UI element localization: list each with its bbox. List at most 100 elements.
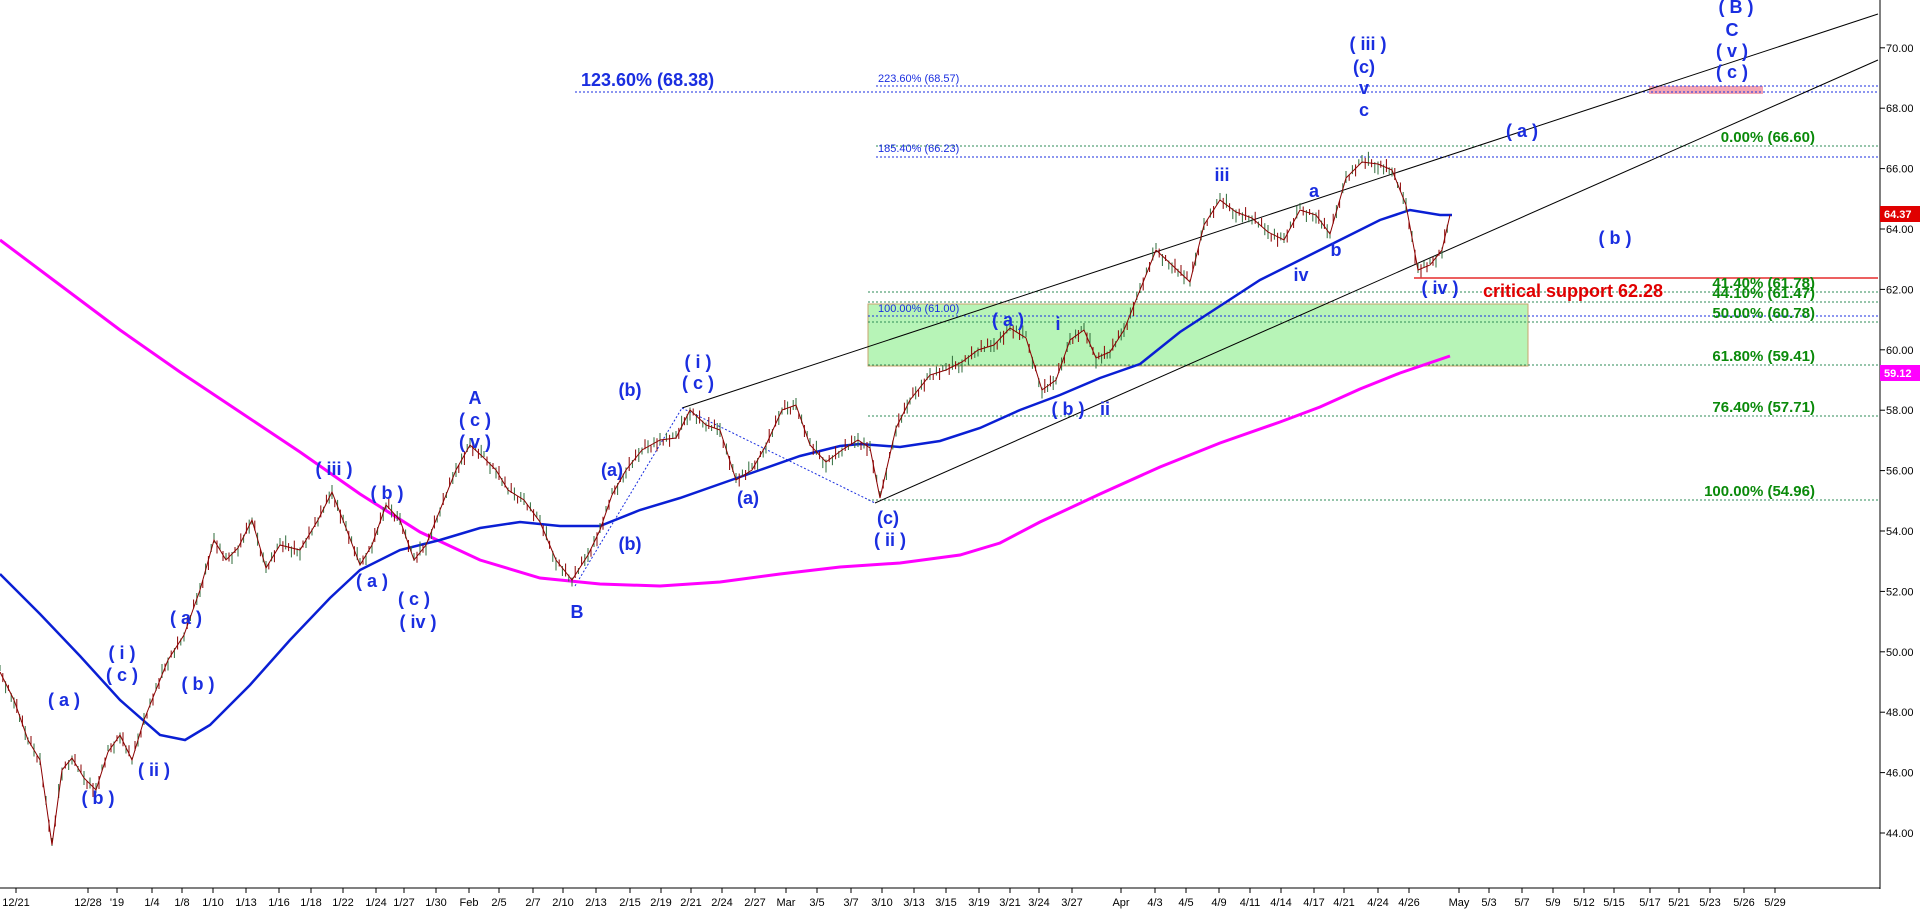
x-tick-label: 3/13 bbox=[903, 897, 924, 909]
price-tag-label: 64.37 bbox=[1884, 209, 1912, 221]
x-tick-label: 2/7 bbox=[525, 897, 540, 909]
wave-label: (c) bbox=[1353, 57, 1375, 77]
fib-level-label: 61.80% (59.41) bbox=[1712, 348, 1815, 365]
x-tick-label: 2/21 bbox=[680, 897, 701, 909]
critical-support-label: critical support 62.28 bbox=[1483, 281, 1663, 301]
extension-label: 223.60% (68.57) bbox=[878, 73, 959, 85]
fib-level-label: 41.40% (61.78) bbox=[1712, 275, 1815, 292]
y-tick-label: 62.00 bbox=[1886, 284, 1914, 296]
wave-label: ( a ) bbox=[1506, 121, 1538, 141]
fib-level-label: 44.10% (61.47) bbox=[1712, 285, 1815, 302]
wave-dashed-line bbox=[574, 407, 683, 587]
wave-label: ( c ) bbox=[106, 665, 138, 685]
wave-label: ( a ) bbox=[992, 310, 1024, 330]
y-tick-label: 46.00 bbox=[1886, 768, 1914, 780]
fib-level-label: 76.40% (57.71) bbox=[1712, 399, 1815, 416]
x-tick-label: Feb bbox=[460, 897, 479, 909]
x-tick-label: 5/26 bbox=[1733, 897, 1754, 909]
x-tick-label: 3/10 bbox=[871, 897, 892, 909]
x-tick-label: 1/18 bbox=[300, 897, 321, 909]
x-tick-label: 1/27 bbox=[393, 897, 414, 909]
wave-label: c bbox=[1359, 100, 1369, 120]
wave-label: ( c ) bbox=[682, 373, 714, 393]
x-tick-label: 2/24 bbox=[711, 897, 732, 909]
wave-label: ( b ) bbox=[82, 788, 115, 808]
wave-label: i bbox=[1055, 314, 1060, 334]
x-tick-label: 4/11 bbox=[1240, 897, 1261, 909]
channel-lower-line bbox=[874, 59, 1879, 504]
x-tick-label: '19 bbox=[110, 897, 124, 909]
wave-label: (b) bbox=[619, 534, 642, 554]
x-tick-label: 1/13 bbox=[235, 897, 256, 909]
x-tick-label: 4/26 bbox=[1398, 897, 1419, 909]
wave-label: ( a ) bbox=[356, 571, 388, 591]
y-tick-label: 56.00 bbox=[1886, 466, 1914, 478]
wave-label: ( b ) bbox=[1599, 228, 1632, 248]
y-tick-label: 48.00 bbox=[1886, 707, 1914, 719]
y-tick-label: 64.00 bbox=[1886, 224, 1914, 236]
price-tag bbox=[1880, 206, 1920, 222]
x-tick-label: 3/19 bbox=[968, 897, 989, 909]
x-tick-label: 1/22 bbox=[332, 897, 353, 909]
wave-label: ( a ) bbox=[170, 608, 202, 628]
x-tick-label: 5/3 bbox=[1481, 897, 1496, 909]
y-tick-label: 68.00 bbox=[1886, 103, 1914, 115]
wave-label: ( ii ) bbox=[138, 760, 170, 780]
x-tick-label: 3/21 bbox=[999, 897, 1020, 909]
x-tick-label: 4/24 bbox=[1367, 897, 1388, 909]
x-tick-label: 12/21 bbox=[2, 897, 30, 909]
x-tick-label: 2/13 bbox=[585, 897, 606, 909]
x-tick-label: 4/17 bbox=[1303, 897, 1324, 909]
x-tick-label: May bbox=[1449, 897, 1470, 909]
x-tick-label: 12/28 bbox=[74, 897, 102, 909]
y-tick-label: 58.00 bbox=[1886, 405, 1914, 417]
wave-label: ( b ) bbox=[182, 674, 215, 694]
x-tick-label: 5/9 bbox=[1545, 897, 1560, 909]
wave-label: B bbox=[571, 602, 584, 622]
extension-label: 185.40% (66.23) bbox=[878, 143, 959, 155]
x-tick-label: 1/10 bbox=[202, 897, 223, 909]
wave-label: b bbox=[1331, 240, 1342, 260]
wave-label: ( b ) bbox=[1052, 399, 1085, 419]
wave-label: ( ii ) bbox=[874, 530, 906, 550]
wave-label: (a) bbox=[737, 488, 759, 508]
wave-label: iv bbox=[1293, 265, 1308, 285]
x-tick-label: 3/7 bbox=[843, 897, 858, 909]
x-tick-label: 2/10 bbox=[552, 897, 573, 909]
moving-average-magenta bbox=[0, 238, 1451, 588]
x-tick-label: 2/27 bbox=[744, 897, 765, 909]
y-tick-label: 44.00 bbox=[1886, 828, 1914, 840]
fib-level-label: 50.00% (60.78) bbox=[1712, 305, 1815, 322]
wave-label: (c) bbox=[877, 508, 899, 528]
extension-label: 123.60% (68.38) bbox=[581, 70, 714, 90]
y-tick-label: 54.00 bbox=[1886, 526, 1914, 538]
wave-label: ( v ) bbox=[1716, 41, 1748, 61]
x-tick-label: 3/27 bbox=[1061, 897, 1082, 909]
x-tick-label: 3/24 bbox=[1028, 897, 1049, 909]
x-tick-label: 4/9 bbox=[1211, 897, 1226, 909]
target-zone bbox=[1649, 86, 1763, 94]
channel-upper-line bbox=[681, 13, 1879, 409]
wave-label: ( i ) bbox=[109, 643, 136, 663]
wave-label: ( c ) bbox=[1716, 62, 1748, 82]
x-tick-label: 5/23 bbox=[1699, 897, 1720, 909]
x-tick-label: Apr bbox=[1112, 897, 1129, 909]
x-tick-label: 5/21 bbox=[1668, 897, 1689, 909]
x-tick-label: 2/15 bbox=[619, 897, 640, 909]
price-line bbox=[0, 161, 1451, 846]
x-tick-label: 1/4 bbox=[144, 897, 159, 909]
y-tick-label: 50.00 bbox=[1886, 647, 1914, 659]
x-tick-label: 5/29 bbox=[1764, 897, 1785, 909]
support-zone bbox=[867, 303, 1529, 367]
x-tick-label: Mar bbox=[777, 897, 796, 909]
wave-label: ( iii ) bbox=[316, 459, 353, 479]
x-tick-label: 4/5 bbox=[1178, 897, 1193, 909]
x-tick-label: 2/5 bbox=[491, 897, 506, 909]
wave-label: v bbox=[1359, 78, 1369, 98]
x-tick-label: 1/24 bbox=[365, 897, 386, 909]
x-tick-label: 3/15 bbox=[935, 897, 956, 909]
wave-label: iii bbox=[1214, 165, 1229, 185]
x-tick-label: 4/14 bbox=[1270, 897, 1291, 909]
wave-label: ( v ) bbox=[459, 432, 491, 452]
